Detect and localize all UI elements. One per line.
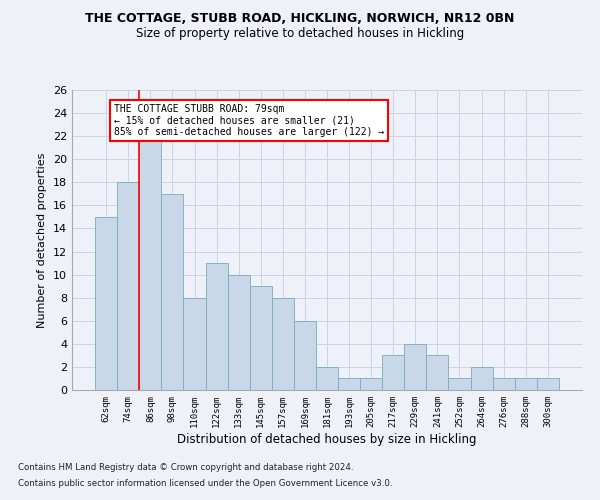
Text: THE COTTAGE STUBB ROAD: 79sqm
← 15% of detached houses are smaller (21)
85% of s: THE COTTAGE STUBB ROAD: 79sqm ← 15% of d… bbox=[114, 104, 384, 137]
Bar bbox=[360, 378, 382, 390]
Text: Distribution of detached houses by size in Hickling: Distribution of detached houses by size … bbox=[177, 432, 477, 446]
Bar bbox=[537, 378, 559, 390]
Bar bbox=[139, 136, 161, 390]
Bar bbox=[294, 321, 316, 390]
Text: THE COTTAGE, STUBB ROAD, HICKLING, NORWICH, NR12 0BN: THE COTTAGE, STUBB ROAD, HICKLING, NORWI… bbox=[85, 12, 515, 26]
Bar bbox=[184, 298, 206, 390]
Text: Contains HM Land Registry data © Crown copyright and database right 2024.: Contains HM Land Registry data © Crown c… bbox=[18, 464, 353, 472]
Bar bbox=[227, 274, 250, 390]
Bar bbox=[95, 217, 117, 390]
Bar bbox=[493, 378, 515, 390]
Bar bbox=[515, 378, 537, 390]
Bar bbox=[404, 344, 427, 390]
Bar bbox=[316, 367, 338, 390]
Bar bbox=[427, 356, 448, 390]
Bar bbox=[470, 367, 493, 390]
Bar bbox=[117, 182, 139, 390]
Bar bbox=[250, 286, 272, 390]
Text: Size of property relative to detached houses in Hickling: Size of property relative to detached ho… bbox=[136, 28, 464, 40]
Bar bbox=[206, 263, 227, 390]
Bar bbox=[272, 298, 294, 390]
Text: Contains public sector information licensed under the Open Government Licence v3: Contains public sector information licen… bbox=[18, 478, 392, 488]
Bar bbox=[448, 378, 470, 390]
Y-axis label: Number of detached properties: Number of detached properties bbox=[37, 152, 47, 328]
Bar bbox=[161, 194, 184, 390]
Bar bbox=[338, 378, 360, 390]
Bar bbox=[382, 356, 404, 390]
